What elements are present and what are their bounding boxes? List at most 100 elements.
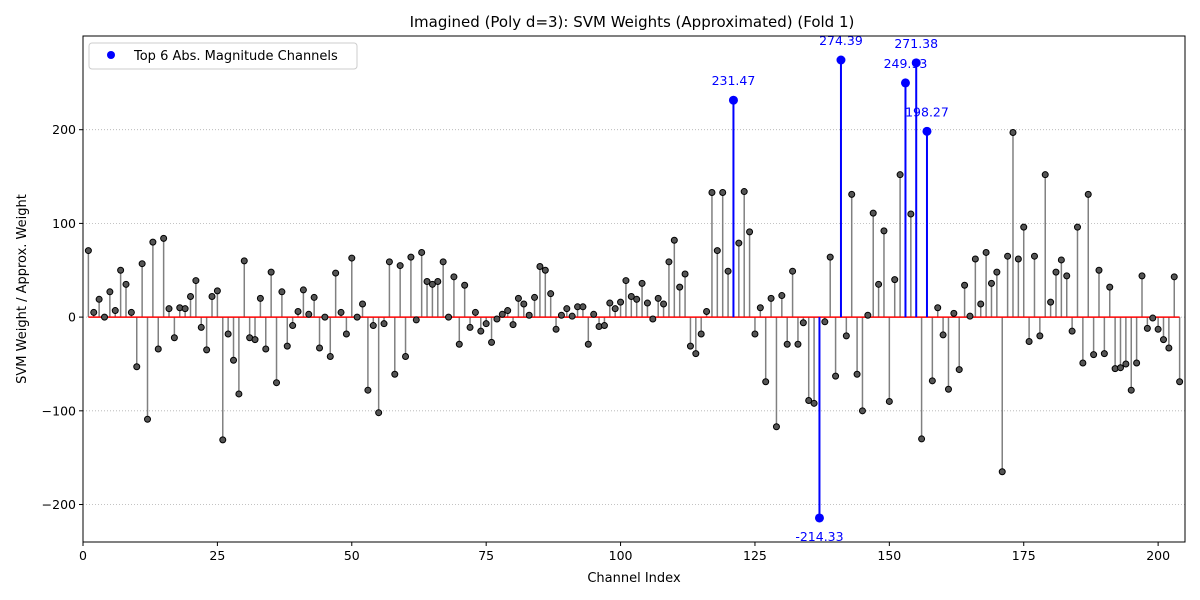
stem-marker [412,316,420,324]
stem-marker [590,310,598,318]
stem-marker [251,336,259,344]
top-stem-marker [814,513,824,523]
top-channels: 231.47 -214.33 274.39 249.93 271.38 198.27 [712,33,949,544]
stem-marker [332,269,340,277]
stem-marker [875,280,883,288]
stem-marker [267,268,275,276]
x-tick-label: 150 [877,548,901,563]
stem-marker [751,330,759,338]
stem-marker [122,280,130,288]
stem-marker [1030,252,1038,260]
stem-marker [686,342,694,350]
stem-marker [891,276,899,284]
stem-marker [160,234,168,242]
stem-marker [359,300,367,308]
stem-marker [950,309,958,317]
stem-marker [552,325,560,333]
stem-marker [1149,314,1157,322]
stem-marker [584,340,592,348]
stem-marker [1095,266,1103,274]
stem-marker [869,209,877,217]
stem-marker [1047,298,1055,306]
stem-marker [509,321,517,329]
stem-marker [536,263,544,271]
stem-marker [1036,332,1044,340]
y-axis-ticks: −200 −100 0 100 200 [42,122,83,512]
stem-marker [197,323,205,331]
stem-marker [622,277,630,285]
stem-marker [262,345,270,353]
stem-marker [337,308,345,316]
stem-marker [1138,272,1146,280]
stem-marker [310,293,318,301]
stem-marker [1025,337,1033,345]
stem-marker [514,294,522,302]
stem-marker [1063,272,1071,280]
stem-marker [418,248,426,256]
stem-marker [977,300,985,308]
y-axis-label: SVM Weight / Approx. Weight [15,194,30,384]
x-tick-label: 125 [743,548,767,563]
stem-marker [1041,171,1049,179]
stem-marker [353,313,361,321]
stem-marker [880,227,888,235]
stem-marker [627,292,635,300]
stem-marker [789,267,797,275]
stem-marker [461,281,469,289]
stem-marker [724,267,732,275]
stem-marker [1009,129,1017,137]
x-tick-label: 25 [209,548,225,563]
stem-marker [703,307,711,315]
stem-marker [305,310,313,318]
stem-marker [848,190,856,198]
stem-marker [488,338,496,346]
stem-marker [772,423,780,431]
stem-marker [375,409,383,417]
stem-marker [939,331,947,339]
stem-marker [321,313,329,321]
stem-marker [697,330,705,338]
stem-marker [402,352,410,360]
stem-marker [278,288,286,296]
stem-marker [520,300,528,308]
x-tick-label: 175 [1012,548,1036,563]
stem-marker [423,278,431,286]
stem-marker [842,332,850,340]
stem-marker [407,253,415,261]
stem-marker [611,305,619,313]
stem-marker [918,435,926,443]
stem-marker [681,270,689,278]
stem-marker [719,188,727,196]
stem-marker [133,363,141,371]
stem-marker [445,313,453,321]
y-tick-label: 100 [52,216,76,231]
top-value-label: 274.39 [819,33,863,48]
x-axis-label: Channel Index [587,571,681,586]
stem-marker [853,370,861,378]
stem-marker [617,298,625,306]
stem-marker [756,304,764,312]
stem-marker [256,294,264,302]
chart-title: Imagined (Poly d=3): SVM Weights (Approx… [410,13,855,31]
stem-marker [493,315,501,323]
stem-marker [111,307,119,315]
stem-marker [391,370,399,378]
stem-marker [531,293,539,301]
stem-marker [1073,223,1081,231]
stem-marker [541,266,549,274]
stem-marker [1127,386,1135,394]
stem-marker [434,278,442,286]
stem-marker [826,253,834,261]
stem-marker [342,330,350,338]
stem-marker [1143,324,1151,332]
stem-marker [1014,255,1022,263]
stem-marker [982,248,990,256]
stem-marker [799,319,807,327]
stem-marker [660,300,668,308]
stem-marker [934,304,942,312]
stem-marker [208,292,216,300]
stem-marker [348,254,356,262]
stem-marker [224,330,232,338]
stem-marker [885,397,893,405]
